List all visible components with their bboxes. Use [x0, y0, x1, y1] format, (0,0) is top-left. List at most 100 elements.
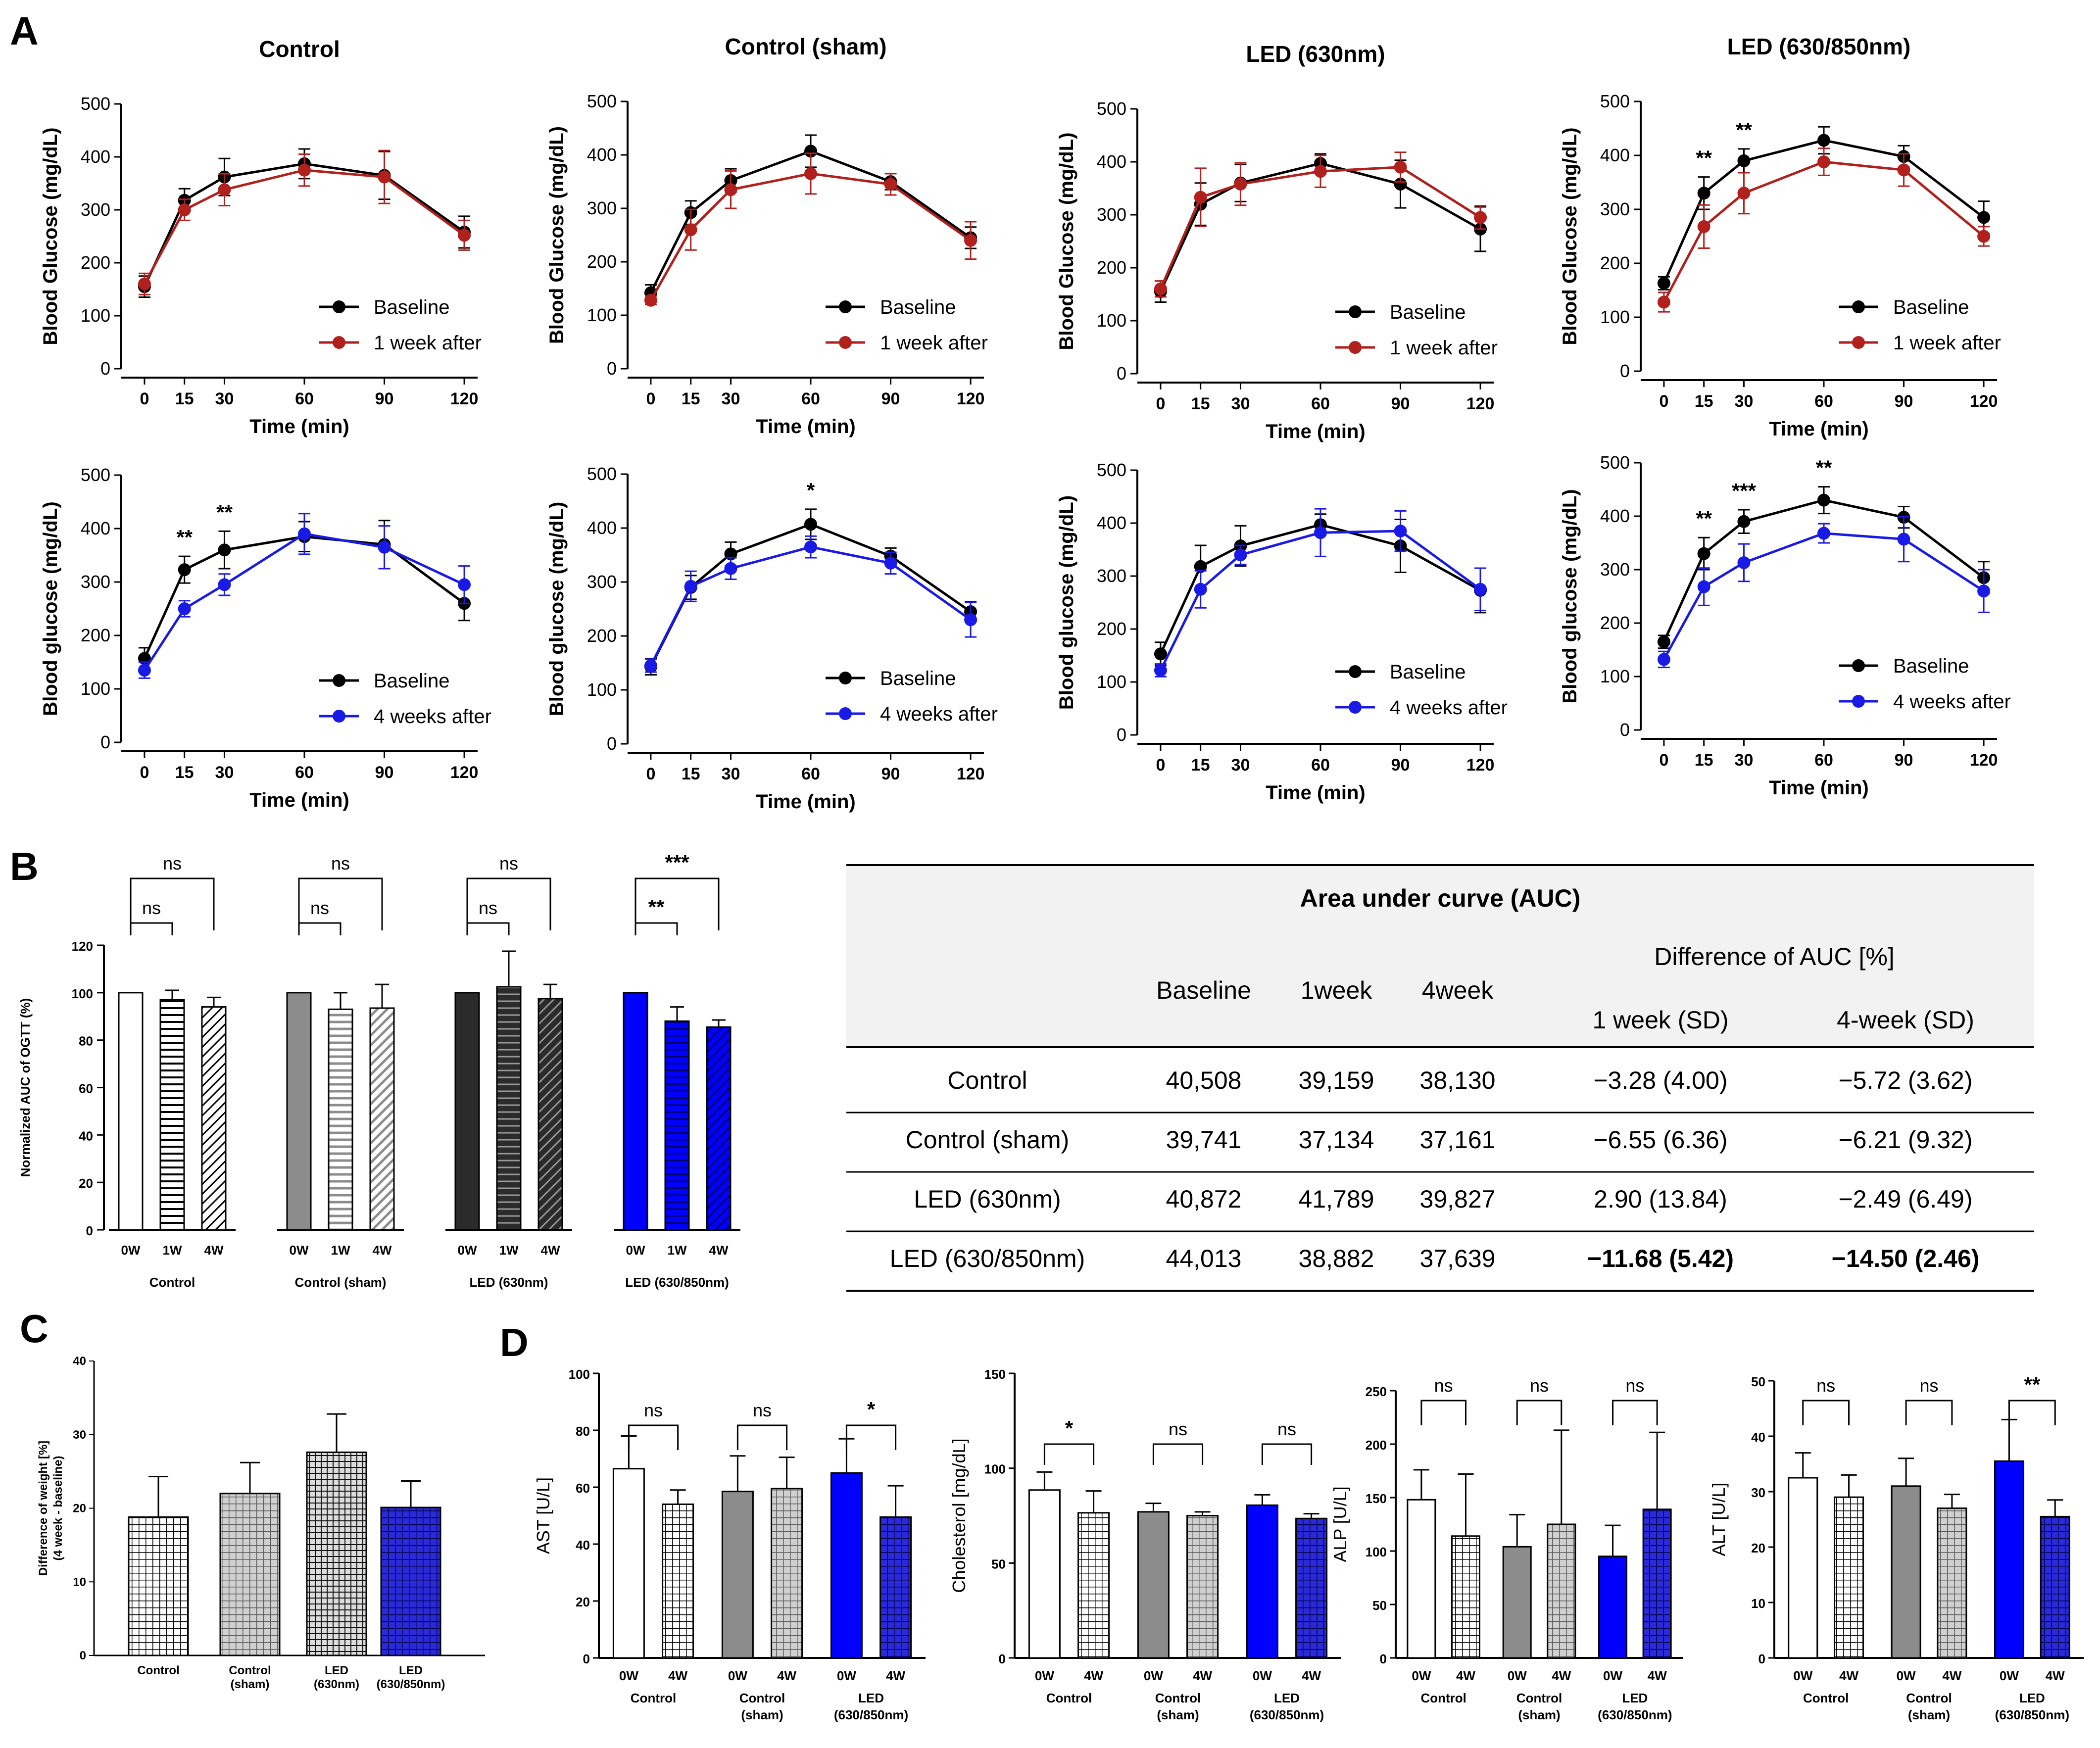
bar-chart-d2: 0 50 100 150 Cholesterol [mg/dL] 0W 4W Control *…	[949, 1367, 1341, 1722]
bar-chart-c: 0 10 20 30 40 Difference of weight [%] (4 week…	[37, 1355, 485, 1691]
y-tick-label: 500	[1097, 98, 1126, 119]
legend-label: Baseline	[1390, 661, 1465, 683]
bar-label: 4W	[1456, 1668, 1475, 1683]
x-tick-label: 90	[375, 389, 394, 408]
x-tick-label: 60	[295, 389, 314, 408]
auc-cell-group: Control	[947, 1067, 1027, 1094]
series-line	[1662, 532, 1985, 660]
chart-title: Control	[259, 36, 340, 62]
y-tick-label: 0	[607, 733, 617, 754]
data-point	[1314, 165, 1327, 178]
legend-swatch-marker	[839, 300, 852, 313]
group-label: Control	[1803, 1691, 1849, 1705]
auc-cell-baseline: 40,872	[1166, 1185, 1242, 1213]
bar-label: 0W	[837, 1668, 856, 1683]
group-label-line: LED	[2019, 1691, 2045, 1705]
data-point	[1657, 635, 1670, 648]
significance-bracket	[130, 877, 215, 930]
data-point	[1314, 526, 1327, 539]
legend-swatch-marker	[333, 674, 345, 687]
legend-label: 4 weeks after	[374, 706, 491, 728]
data-point	[1897, 533, 1910, 546]
data-point	[1977, 230, 1991, 243]
group-label-line: (sham)	[1908, 1707, 1950, 1722]
legend-swatch-marker	[839, 672, 852, 684]
legend-swatch-marker	[333, 300, 345, 313]
legend-swatch-marker	[1349, 701, 1362, 714]
bar-label: 4W	[1552, 1668, 1571, 1683]
y-tick-label: 200	[587, 626, 617, 646]
bar-label: 0W	[1603, 1668, 1622, 1683]
series-line	[143, 162, 465, 288]
significance-label: ns	[331, 853, 350, 874]
x-axis-label: Time (min)	[249, 789, 349, 811]
y-tick-label: 60	[79, 1081, 93, 1096]
legend-swatch-marker	[1852, 300, 1865, 313]
data-point	[1154, 282, 1167, 295]
bar-label: LED (630/850nm)	[377, 1664, 445, 1691]
group-label: Control	[1046, 1691, 1092, 1705]
x-tick-label: 60	[1311, 756, 1330, 775]
data-point	[458, 578, 471, 591]
group-label-line: (sham)	[1157, 1707, 1199, 1722]
y-tick-label: 100	[587, 680, 617, 700]
auc-cell-group: LED (630nm)	[914, 1185, 1061, 1213]
group-label: Control	[631, 1691, 676, 1705]
data-point	[1234, 548, 1247, 562]
bar-label: 4W	[886, 1668, 905, 1683]
x-tick-label: 0	[646, 765, 655, 783]
x-tick-label: 15	[1695, 392, 1713, 411]
bar-label: 0W	[121, 1243, 141, 1258]
significance-label: *	[807, 479, 815, 502]
bar-label: 1W	[331, 1243, 350, 1258]
data-point	[1977, 584, 1991, 598]
bar-label-line: Control	[229, 1664, 271, 1677]
group-label: Control (sham)	[739, 1691, 785, 1722]
series-baseline	[1657, 486, 1991, 649]
bar	[1246, 1504, 1278, 1659]
bar	[496, 986, 522, 1231]
line-chart-a13: LED (630nm) 0 100 200 300 400 500 0 15 30 60 90 120 T…	[1056, 41, 1498, 442]
significance-label: **	[216, 500, 233, 524]
y-tick-label: 0	[1117, 725, 1126, 745]
bar-group: 0W 4W Control (sham) ns	[721, 1400, 803, 1722]
bar-label: 0W	[2000, 1668, 2019, 1683]
x-tick-label: 0	[140, 389, 149, 408]
bar	[706, 1026, 732, 1231]
data-point	[1657, 277, 1670, 290]
bar-label: 1W	[163, 1243, 182, 1258]
data-point	[644, 659, 657, 672]
y-axis-label: Blood Glucose (mg/dL)	[1559, 128, 1581, 345]
data-point	[1737, 556, 1751, 569]
y-tick-label: 0	[80, 1649, 86, 1662]
significance-bracket	[736, 1424, 788, 1450]
bar-label: 0W	[728, 1668, 747, 1683]
bar-chart-b: 0 20 40 60 80 100 120 Normalized AUC of OGTT (%…	[18, 851, 740, 1290]
y-axis-label: AST [U/L]	[533, 1477, 553, 1554]
y-tick-label: 100	[1097, 672, 1126, 692]
series-line	[143, 533, 465, 671]
x-tick-label: 0	[1156, 756, 1165, 775]
significance-label: ns	[1625, 1375, 1644, 1396]
bar-label: 4W	[1193, 1668, 1212, 1683]
y-tick-label: 60	[576, 1481, 590, 1496]
x-axis-label: Time (min)	[1769, 418, 1869, 440]
bar	[537, 998, 563, 1231]
y-tick-label: 100	[81, 679, 110, 699]
bar-chart-d3: 0 50 100 150 200 250 ALP [U/L] 0W 4W Control ns 0W 4…	[1330, 1375, 1683, 1722]
bar-label-line: LED	[325, 1664, 348, 1677]
auc-cell-week4: 37,161	[1420, 1126, 1496, 1154]
y-tick-label: 100	[81, 305, 110, 326]
legend-label: Baseline	[1390, 301, 1465, 323]
y-tick-label: 100	[72, 986, 93, 1001]
data-point	[884, 556, 897, 570]
data-point	[1817, 527, 1830, 540]
significance-label: ns	[644, 1400, 663, 1420]
legend-swatch-marker	[1349, 305, 1362, 318]
bar-group: 0W 1W 4W LED (630nm) ns ns	[445, 853, 572, 1290]
x-tick-label: 30	[1735, 751, 1754, 770]
series-line	[1159, 530, 1481, 671]
y-tick-label: 50	[1751, 1374, 1765, 1389]
y-tick-label: 300	[81, 199, 110, 220]
